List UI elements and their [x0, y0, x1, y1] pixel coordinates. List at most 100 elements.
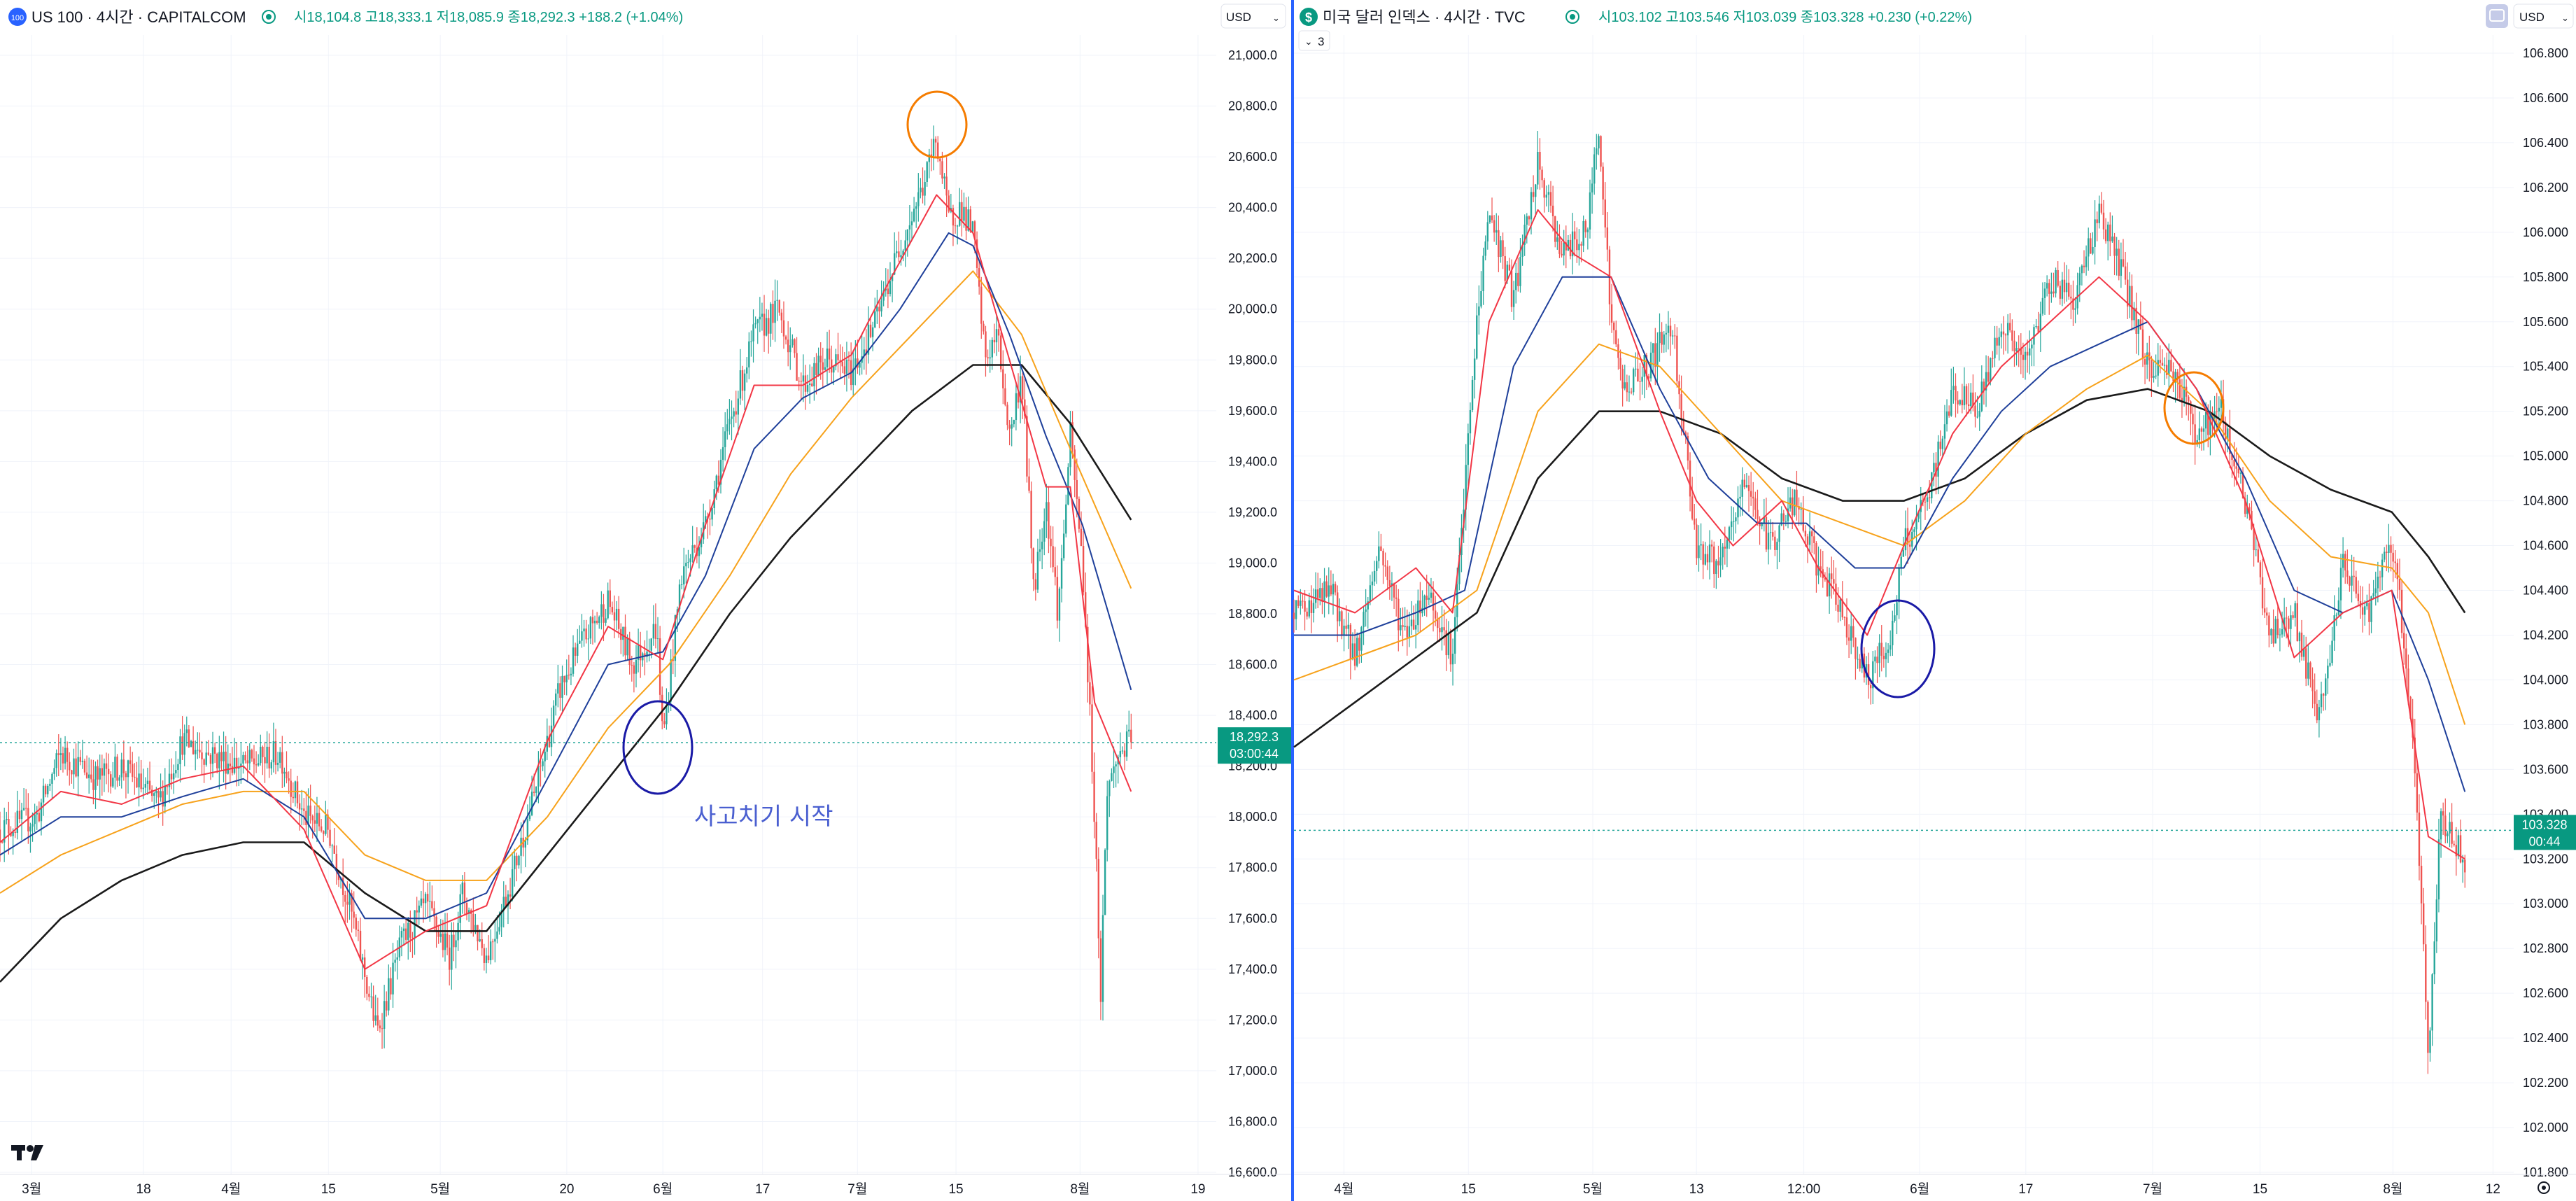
left-candle-body — [987, 357, 989, 359]
left-candle-body — [1015, 393, 1018, 421]
right-candle-body — [1321, 588, 1323, 602]
left-candle-body — [177, 764, 179, 771]
right-legend[interactable]: $ 미국 달러 인덱스 · 4시간 · TVC 시103.102 고103.54… — [1300, 8, 1972, 26]
right-candle-body — [1754, 498, 1757, 510]
left-candle-body — [663, 721, 666, 724]
left-candle-body — [53, 768, 55, 774]
right-candle-body — [1363, 612, 1365, 628]
right-candle-body — [1506, 265, 1508, 281]
left-candle-body — [889, 281, 892, 295]
right-candle-body — [1535, 184, 1537, 197]
left-candle-body — [181, 736, 183, 755]
right-candle-body — [1428, 598, 1430, 600]
left-candle-body — [205, 752, 207, 765]
left-candle-body — [1062, 533, 1065, 559]
left-candle-body — [134, 776, 136, 778]
right-candle-body — [1785, 521, 1787, 522]
left-ma-orange-line — [0, 270, 1132, 894]
left-candle-body — [943, 176, 945, 179]
left-candle-body — [357, 929, 360, 931]
left-candle-body — [735, 411, 737, 415]
right-currency-button[interactable] — [2513, 3, 2574, 29]
left-candle-body — [898, 251, 900, 258]
right-candle-body — [1880, 642, 1882, 656]
right-candle-body — [1349, 624, 1352, 659]
right-candle-body — [1745, 484, 1748, 488]
left-time-axis[interactable]: 3월 18 4월 15 5월 20 6월 17 7월 15 8월 19 — [22, 1181, 1205, 1197]
left-candle-body — [409, 922, 411, 938]
right-candle-body — [2422, 903, 2425, 945]
right-candle-body — [2144, 359, 2146, 365]
right-time-axis[interactable]: 4월 15 5월 13 12:00 6월 17 7월 15 8월 12 — [1334, 1181, 2500, 1197]
right-candle-body — [1778, 525, 1780, 542]
left-candle-body — [12, 831, 14, 836]
right-candle-body — [1635, 368, 1637, 370]
left-candle-body — [69, 761, 71, 771]
left-y-tick-label: 17,400.0 — [1228, 962, 1277, 976]
left-candle-body — [118, 777, 120, 781]
indicator-toggle-button[interactable]: ⌄ 3 — [1298, 30, 1330, 51]
right-candle-body — [2122, 259, 2125, 267]
left-x-tick-label: 15 — [948, 1182, 963, 1197]
left-currency-button[interactable] — [1220, 3, 1286, 29]
right-candle-body — [1972, 392, 1974, 406]
right-candle-body — [1504, 256, 1506, 281]
right-candle-body — [1717, 561, 1719, 566]
left-candle-body — [1041, 541, 1043, 549]
right-chart-panel[interactable]: 106.800 106.600 106.400 106.200 106.000 105.8… — [1293, 0, 2576, 1201]
left-symbol-title[interactable]: US 100 · 4시간 · CAPITALCOM — [31, 8, 246, 26]
left-candle-body — [157, 790, 160, 798]
right-candle-body — [2094, 219, 2096, 247]
left-candle-body — [913, 209, 915, 222]
right-candle-body — [1974, 405, 1976, 417]
left-candle-body — [748, 341, 750, 367]
right-x-tick-label: 5월 — [1583, 1181, 1603, 1197]
right-candle-body — [2020, 348, 2022, 355]
right-candle-body — [1669, 325, 1672, 337]
left-ohlc-values: 시18,104.8 고18,333.1 저18,085.9 종18,292.3 … — [294, 9, 683, 25]
right-candle-body — [1430, 592, 1433, 598]
left-candle-body — [270, 762, 272, 768]
left-y-tick-label: 17,600.0 — [1228, 911, 1277, 925]
right-candle-body — [2331, 640, 2333, 663]
left-candle-body — [467, 910, 470, 914]
left-candle-body — [896, 251, 898, 253]
right-y-tick-label: 106.800 — [2523, 46, 2568, 60]
right-candle-body — [1826, 580, 1829, 597]
right-candle-body — [1297, 600, 1300, 606]
right-candle-body — [2425, 944, 2427, 1002]
left-price-axis[interactable]: 21,000.0 20,800.0 20,600.0 20,400.0 20,200.0… — [1228, 48, 1277, 1179]
right-candle-body — [1980, 381, 1983, 411]
right-candle-body — [1680, 394, 1682, 419]
right-candle-body — [2039, 314, 2041, 332]
panel-divider-active[interactable] — [1291, 0, 1294, 1201]
tradingview-logo-icon[interactable] — [11, 1145, 43, 1160]
left-chart-panel[interactable]: 사고치기 시작 21,000.0 20,800.0 20,600.0 20,400.0… — [0, 0, 1291, 1201]
right-candle-body — [1726, 540, 1729, 549]
settings-gear-icon[interactable] — [2538, 1181, 2550, 1194]
left-candle-body — [1043, 521, 1046, 542]
right-candle-body — [1659, 332, 1661, 344]
right-candle-body — [1356, 638, 1358, 666]
left-y-tick-label: 21,000.0 — [1228, 48, 1277, 62]
right-candle-body — [2111, 236, 2113, 241]
screenshot-button[interactable] — [2486, 4, 2508, 28]
right-x-tick-label: 12 — [2486, 1182, 2500, 1197]
right-market-status-dot — [1570, 14, 1575, 20]
left-candle-body — [1082, 546, 1085, 593]
left-price-badge-countdown: 03:00:44 — [1230, 747, 1279, 761]
right-candle-body — [1743, 479, 1746, 488]
left-legend[interactable]: 100 US 100 · 4시간 · CAPITALCOM 시18,104.8 … — [8, 8, 683, 26]
right-symbol-title[interactable]: 미국 달러 인덱스 · 4시간 · TVC — [1323, 8, 1526, 26]
left-y-tick-label: 20,600.0 — [1228, 150, 1277, 164]
left-candle-body — [754, 323, 756, 325]
right-y-tick-label: 106.200 — [2523, 181, 2568, 195]
left-candle-body — [656, 638, 659, 640]
right-candle-body — [1330, 585, 1332, 595]
left-candle-body — [607, 590, 609, 619]
left-candle-body — [593, 620, 596, 624]
right-candle-body — [1323, 581, 1325, 602]
right-candle-body — [1776, 542, 1778, 550]
left-candle-body — [1054, 567, 1056, 577]
left-candle-body — [518, 855, 520, 866]
